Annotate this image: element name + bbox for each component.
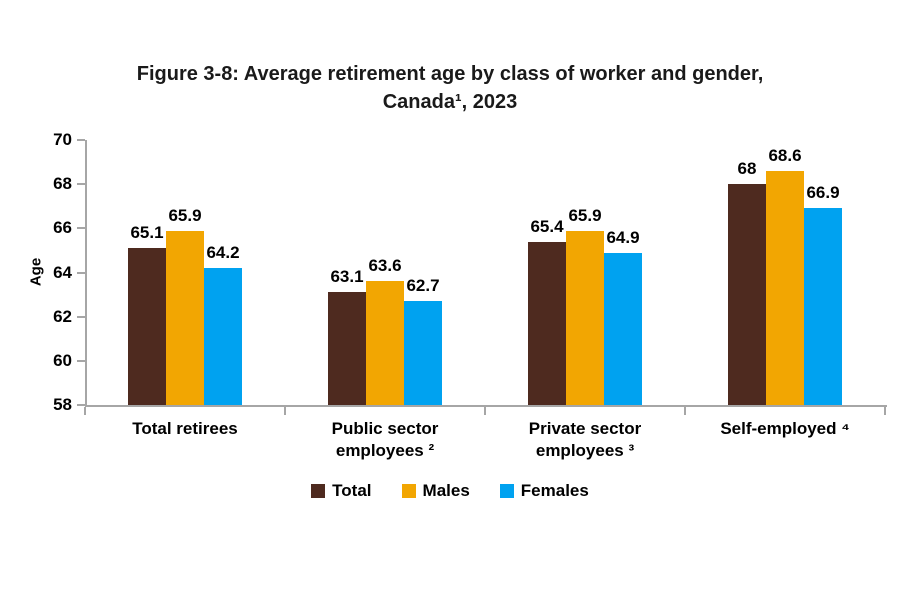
bar-males: 65.9 bbox=[166, 206, 204, 405]
bar-males: 65.9 bbox=[566, 206, 604, 405]
bar-total: 68 bbox=[728, 159, 766, 405]
bar-group: 65.1 65.9 64.2 bbox=[85, 140, 285, 405]
x-tick-mark bbox=[284, 407, 286, 415]
category-label: Total retirees bbox=[132, 419, 238, 438]
bar-value-label: 68 bbox=[737, 159, 757, 179]
legend: Total Males Females bbox=[0, 481, 900, 501]
legend-label: Total bbox=[332, 481, 372, 500]
x-tick-mark bbox=[884, 407, 886, 415]
bar-value-label: 62.7 bbox=[406, 276, 440, 296]
legend-label: Females bbox=[520, 481, 589, 500]
category-label: Public sector employees ² bbox=[331, 419, 439, 461]
bar-value-label: 64.9 bbox=[606, 227, 640, 247]
bar-females: 64.2 bbox=[204, 243, 242, 405]
bar-value-label: 63.1 bbox=[330, 267, 364, 287]
legend-item: Total bbox=[311, 481, 372, 501]
bar-group: 63.1 63.6 62.7 bbox=[285, 140, 485, 405]
x-tick-mark bbox=[684, 407, 686, 415]
category-label: Private sector employees ³ bbox=[528, 419, 642, 461]
bar-total: 65.4 bbox=[528, 217, 566, 405]
legend-swatch-total bbox=[311, 484, 326, 498]
bar-males: 68.6 bbox=[766, 146, 804, 405]
bar-females: 62.7 bbox=[404, 276, 442, 405]
bar-value-label: 65.4 bbox=[530, 216, 564, 236]
bar-value-label: 65.9 bbox=[168, 205, 202, 225]
bar-total: 65.1 bbox=[128, 223, 166, 405]
bar-value-label: 66.9 bbox=[806, 183, 840, 203]
bar-value-label: 65.1 bbox=[130, 223, 164, 243]
y-tick-mark bbox=[77, 359, 85, 362]
legend-label: Males bbox=[422, 481, 470, 500]
bar-group: 68 68.6 66.9 bbox=[685, 140, 885, 405]
plot-area bbox=[85, 140, 887, 407]
y-tick-label: 58 bbox=[53, 395, 72, 414]
bar-value-label: 68.6 bbox=[768, 145, 802, 165]
x-tick-mark bbox=[484, 407, 486, 415]
category-label: Self-employed ⁴ bbox=[720, 419, 850, 438]
y-tick-label: 60 bbox=[53, 350, 72, 370]
bar-value-label: 65.9 bbox=[568, 205, 602, 225]
bar-total: 63.1 bbox=[328, 267, 366, 405]
bar-females: 66.9 bbox=[804, 183, 842, 405]
y-tick-mark bbox=[77, 183, 85, 186]
bar-males: 63.6 bbox=[366, 256, 404, 405]
bar-value-label: 63.6 bbox=[368, 256, 402, 276]
bar-value-label: 64.2 bbox=[206, 243, 240, 263]
chart-title: Figure 3-8: Average retirement age by cl… bbox=[136, 63, 764, 113]
bar-females: 64.9 bbox=[604, 228, 642, 405]
y-tick-label: 70 bbox=[53, 130, 72, 149]
y-tick-label: 66 bbox=[53, 218, 72, 238]
legend-swatch-males bbox=[401, 484, 416, 498]
y-tick-mark bbox=[77, 227, 85, 230]
legend-item: Males bbox=[401, 481, 470, 501]
y-tick-mark bbox=[77, 404, 85, 406]
y-tick-label: 64 bbox=[53, 262, 72, 282]
y-tick-mark bbox=[77, 271, 85, 274]
y-tick-label: 62 bbox=[53, 306, 72, 326]
y-tick-mark bbox=[77, 139, 85, 141]
x-tick-mark bbox=[84, 407, 86, 415]
legend-swatch-females bbox=[499, 484, 514, 498]
legend-item: Females bbox=[499, 481, 589, 501]
y-tick-label: 68 bbox=[53, 174, 72, 194]
y-tick-mark bbox=[77, 315, 85, 318]
bar-group: 65.4 65.9 64.9 bbox=[485, 140, 685, 405]
